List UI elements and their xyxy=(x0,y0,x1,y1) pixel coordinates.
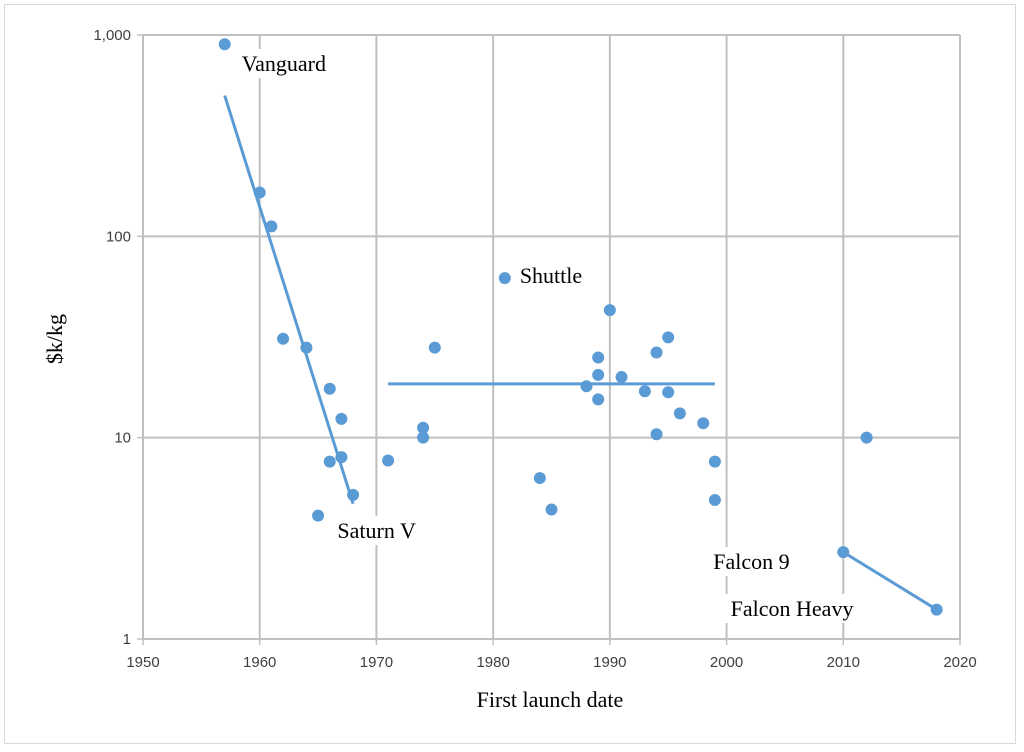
x-tick-label: 2010 xyxy=(827,654,860,671)
data-point xyxy=(323,455,336,468)
data-points xyxy=(218,38,943,616)
y-tick-label: 100 xyxy=(106,228,131,245)
data-point xyxy=(592,393,605,406)
y-axis-ticks: 1 10 100 1,000 xyxy=(93,27,131,648)
y-axis-title: $k/kg xyxy=(42,314,67,364)
data-point xyxy=(615,371,628,384)
data-point xyxy=(417,431,430,444)
x-tick-label: 1990 xyxy=(593,654,626,671)
trend-line xyxy=(842,550,938,611)
annotation-label: Saturn V xyxy=(337,518,416,543)
data-point xyxy=(265,220,278,233)
trend-line xyxy=(223,95,355,505)
x-tick-label: 1980 xyxy=(476,654,509,671)
data-point xyxy=(603,304,616,317)
x-axis-title: First launch date xyxy=(477,687,624,712)
y-tick-label: 10 xyxy=(114,430,131,447)
data-point xyxy=(662,331,675,344)
annotation-label: Falcon 9 xyxy=(713,549,789,574)
data-point xyxy=(650,428,663,441)
x-tick-label: 1950 xyxy=(126,654,159,671)
data-point xyxy=(580,380,593,393)
data-point xyxy=(253,186,266,199)
data-point xyxy=(592,368,605,381)
data-point xyxy=(662,386,675,399)
x-tick-label: 1960 xyxy=(243,654,276,671)
data-point xyxy=(382,454,395,467)
x-axis-ticks: 1950 1960 1970 1980 1990 2000 2010 2020 xyxy=(126,654,976,671)
annotation-background xyxy=(331,516,422,545)
data-point xyxy=(323,382,336,395)
data-point xyxy=(218,38,231,51)
x-tick-label: 2020 xyxy=(943,654,976,671)
trend-lines xyxy=(223,95,938,611)
data-point xyxy=(335,451,348,464)
data-point xyxy=(347,488,360,501)
data-point xyxy=(592,351,605,364)
data-point xyxy=(545,503,558,516)
annotations: Vanguard Shuttle Saturn V Falcon 9 Falcon He… xyxy=(235,49,860,623)
data-point xyxy=(533,472,546,485)
data-point xyxy=(300,341,313,354)
data-point xyxy=(708,455,721,468)
data-point xyxy=(638,385,651,398)
y-tick-label: 1 xyxy=(123,631,131,648)
data-point xyxy=(650,346,663,359)
data-point xyxy=(860,431,873,444)
data-point xyxy=(837,546,850,559)
x-tick-label: 2000 xyxy=(710,654,743,671)
data-point xyxy=(697,417,710,430)
data-point xyxy=(930,603,943,616)
grid xyxy=(137,34,961,645)
data-point xyxy=(498,272,511,285)
data-point xyxy=(277,332,290,345)
annotation-label: Falcon Heavy xyxy=(731,596,854,621)
y-tick-label: 1,000 xyxy=(93,27,131,44)
data-point xyxy=(312,509,325,522)
annotation-background xyxy=(724,594,860,623)
data-point xyxy=(335,412,348,425)
data-point xyxy=(708,494,721,507)
annotation-background xyxy=(235,49,333,78)
annotation-label: Shuttle xyxy=(520,263,582,288)
x-tick-label: 1970 xyxy=(360,654,393,671)
data-point xyxy=(673,407,686,420)
data-point xyxy=(417,421,430,434)
annotation-background xyxy=(707,547,796,576)
annotation-label: Vanguard xyxy=(242,51,326,76)
data-point xyxy=(428,341,441,354)
